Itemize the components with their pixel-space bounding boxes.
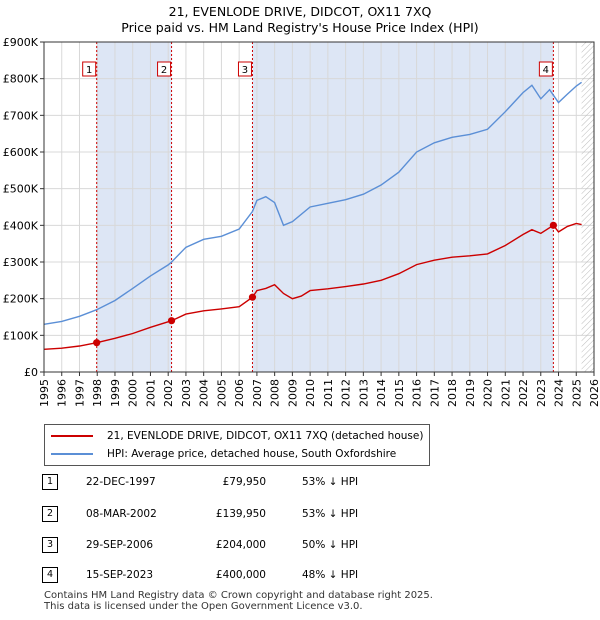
legend-swatch-property <box>51 435 93 437</box>
legend-label-property: 21, EVENLODE DRIVE, DIDCOT, OX11 7XQ (de… <box>107 430 424 442</box>
x-tick-label: 2008 <box>269 379 282 407</box>
sale-point <box>93 339 101 347</box>
legend-label-hpi: HPI: Average price, detached house, Sout… <box>107 448 397 460</box>
sale-point <box>248 293 257 301</box>
sale-label: 1 <box>86 65 92 76</box>
sale-price: £79,950 <box>222 476 266 488</box>
sale-point <box>549 221 557 229</box>
footer-copyright: Contains HM Land Registry data © Crown c… <box>44 590 433 601</box>
sale-label: 4 <box>543 65 549 76</box>
sale-price: £139,950 <box>215 508 266 520</box>
sale-hpi-diff: 53% ↓ HPI <box>302 476 359 488</box>
x-tick-label: 2017 <box>428 379 441 407</box>
x-tick-label: 2012 <box>340 379 353 407</box>
x-tick-label: 2021 <box>499 379 512 407</box>
price-chart: 1 2 3 4 £0 £100K £200K £300K £400K £500K £600K £700… <box>3 36 600 407</box>
x-tick-label: 2023 <box>535 379 548 407</box>
y-tick-label: £100K <box>3 329 39 342</box>
sale-label: 2 <box>161 65 167 76</box>
legend: 21, EVENLODE DRIVE, DIDCOT, OX11 7XQ (de… <box>44 424 430 466</box>
x-tick-label: 2009 <box>286 379 299 407</box>
sale-price: £400,000 <box>215 569 266 581</box>
x-tick-label: 2004 <box>198 379 211 407</box>
sale-number: 2 <box>42 506 58 522</box>
y-tick-label: £400K <box>3 219 39 232</box>
sale-hpi-diff: 50% ↓ HPI <box>302 539 359 551</box>
x-tick-label: 2014 <box>375 379 388 407</box>
x-tick-label: 2015 <box>393 379 406 407</box>
sale-row: 3 29-SEP-2006 £204,000 50% ↓ HPI <box>40 535 460 555</box>
x-tick-label: 2011 <box>322 379 335 407</box>
x-tick-label: 1999 <box>109 379 122 407</box>
x-tick-label: 2000 <box>127 379 140 407</box>
sale-date: 29-SEP-2006 <box>86 539 154 551</box>
footer-licence: This data is licensed under the Open Gov… <box>44 601 363 612</box>
chart-title: 21, EVENLODE DRIVE, DIDCOT, OX11 7XQ <box>168 4 432 19</box>
x-tick-label: 2003 <box>180 379 193 407</box>
plot-frame <box>43 41 595 373</box>
sale-row: 1 22-DEC-1997 £79,950 53% ↓ HPI <box>40 472 460 492</box>
x-tick-label: 2026 <box>588 379 600 407</box>
sale-label-box <box>538 61 553 77</box>
ownership-shade <box>252 42 554 372</box>
x-tick-label: 1996 <box>56 379 69 407</box>
sale-date: 15-SEP-2023 <box>86 569 154 581</box>
sale-row: 4 15-SEP-2023 £400,000 48% ↓ HPI <box>40 565 460 585</box>
sale-label: 3 <box>242 65 248 76</box>
x-tick-label: 2016 <box>411 379 424 407</box>
y-tick-label: £800K <box>3 73 39 86</box>
chart-subtitle: Price paid vs. HM Land Registry's House … <box>121 20 479 35</box>
x-tick-label: 2001 <box>144 379 157 407</box>
x-tick-label: 2007 <box>251 379 264 407</box>
sale-label-box <box>157 61 172 77</box>
sale-date: 22-DEC-1997 <box>86 476 156 488</box>
sale-number: 1 <box>42 474 58 490</box>
y-tick-label: £0 <box>24 366 38 379</box>
hpi-line <box>43 81 583 325</box>
y-tick-label: £700K <box>3 109 39 122</box>
sale-row: 2 08-MAR-2002 £139,950 53% ↓ HPI <box>40 504 460 524</box>
x-tick-label: 2025 <box>570 379 583 407</box>
x-tick-label: 2024 <box>553 379 566 407</box>
legend-swatch-hpi <box>51 453 93 455</box>
sale-price: £204,000 <box>215 539 266 551</box>
x-tick-label: 1998 <box>91 379 104 407</box>
sale-number: 3 <box>42 537 58 553</box>
x-tick-label: 2002 <box>162 379 175 407</box>
x-tick-label: 2006 <box>233 379 246 407</box>
sale-hpi-diff: 53% ↓ HPI <box>302 508 359 520</box>
x-tick-label: 2022 <box>517 379 530 407</box>
footer: Contains HM Land Registry data © Crown c… <box>44 590 433 612</box>
y-tick-label: £900K <box>3 36 39 49</box>
x-tick-label: 2019 <box>464 379 477 407</box>
y-tick-label: £500K <box>3 183 39 196</box>
forecast-hatch <box>581 42 594 372</box>
y-tick-label: £600K <box>3 146 39 159</box>
x-tick-label: 2013 <box>357 379 370 407</box>
sale-date: 08-MAR-2002 <box>86 508 157 520</box>
sale-hpi-diff: 48% ↓ HPI <box>302 569 359 581</box>
x-tick-label: 1995 <box>38 379 51 407</box>
legend-item-hpi: HPI: Average price, detached house, Sout… <box>51 446 396 462</box>
x-tick-label: 2005 <box>215 379 228 407</box>
x-tick-label: 1997 <box>73 379 86 407</box>
x-tick-label: 2018 <box>446 379 459 407</box>
x-tick-label: 2020 <box>482 379 495 407</box>
sale-label-box <box>82 61 97 77</box>
y-tick-label: £200K <box>3 293 39 306</box>
y-tick-label: £300K <box>3 256 39 269</box>
property-price-line <box>43 222 582 350</box>
legend-item-property: 21, EVENLODE DRIVE, DIDCOT, OX11 7XQ (de… <box>51 428 423 444</box>
sale-point <box>167 317 176 325</box>
x-tick-label: 2010 <box>304 379 317 407</box>
sale-number: 4 <box>42 567 58 583</box>
ownership-shade <box>96 42 172 372</box>
sale-label-box <box>237 61 252 77</box>
